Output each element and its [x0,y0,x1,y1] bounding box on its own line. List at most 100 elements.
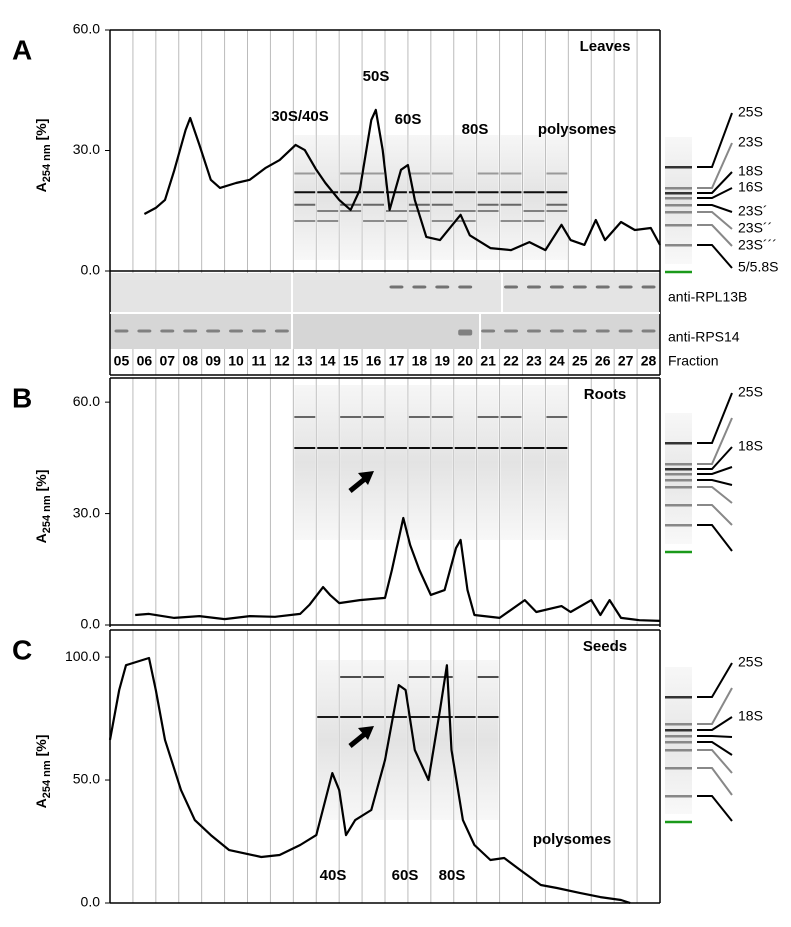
fraction-title: Fraction [668,353,719,369]
gel-band [523,447,545,449]
gel-band [408,172,430,175]
fraction-label: 13 [297,353,313,369]
blot-signal [549,329,564,333]
fraction-label: 27 [618,353,634,369]
gel-lane [363,385,384,540]
gel-lane [340,385,362,540]
gel-band [500,220,522,222]
marker-label: 18S [738,163,763,179]
blot-strip [110,273,660,312]
y-tick-label: 60.0 [73,21,100,37]
ladder-band [665,187,692,190]
blot-signal [183,329,198,333]
ladder-connector [697,392,733,444]
gel-band [317,447,339,449]
gel-band [408,716,430,718]
gel-lane [294,135,316,260]
blot-signal [206,329,221,333]
ladder-lane [665,667,692,814]
gel-lane [363,135,384,260]
blot-signal [458,285,473,289]
ladder-connector [697,741,733,756]
gel-band [500,172,522,175]
ladder-band [665,723,692,726]
gel-band [340,191,362,194]
marker-label: 18S [738,438,763,454]
fraction-label: 10 [228,353,244,369]
gel-band [363,416,384,418]
profile-line [143,108,661,252]
gel-band [340,172,362,175]
blot-signal [458,329,473,336]
gel-lane [317,385,339,540]
profile-line [135,516,661,622]
ladder-band [665,463,692,466]
gel-band [477,447,499,449]
ladder-connector [697,204,733,213]
ladder-connector [697,479,733,486]
gel-lane [546,135,568,260]
gel-band [386,447,407,449]
gel-lane [454,385,476,540]
ladder-connector [697,142,733,189]
y-tick-label: 0.0 [81,616,101,632]
gel-lane [386,385,407,540]
blot-label: anti-RPS14 [668,329,740,345]
gel-band [477,210,499,212]
gel-band [317,191,339,194]
gel-lane [546,385,568,540]
ladder-band [665,524,692,527]
marker-label: 23S´ [738,203,768,219]
gel-band [340,203,362,206]
gel-band [454,191,476,194]
gel-band [431,716,453,718]
ladder-band [665,192,692,195]
gel-band [454,220,476,222]
fraction-label: 22 [503,353,519,369]
gel-band [408,416,430,418]
fraction-label: 15 [343,353,359,369]
y-axis-label: A254 nm [%] [33,119,53,193]
gel-band [523,220,545,222]
gel-band [477,191,499,194]
gel-band [340,210,362,212]
gel-band [340,676,362,678]
gel-band [408,447,430,449]
fraction-label: 12 [274,353,290,369]
peak-label: 60S [395,111,422,128]
gel-lane [477,135,499,260]
peak-label: polysomes [538,121,616,138]
blot-signal [595,285,610,289]
gel-lane [340,135,362,260]
peak-label: 80S [439,867,466,884]
ladder-band [665,696,692,699]
marker-label: 5/5.8S [738,259,778,275]
fraction-label: 14 [320,353,336,369]
fraction-label: 24 [549,353,565,369]
gel-band [431,416,453,418]
gel-lane [317,660,339,820]
blot-signal [572,329,587,333]
gel-band [477,676,499,678]
gel-band [523,191,545,194]
gel-lane [386,660,407,820]
fraction-label: 05 [114,353,130,369]
arrow-head [358,471,374,485]
gel-band [431,172,453,175]
fraction-label: 07 [160,353,176,369]
ladder-connector [697,716,733,731]
marker-label: 25S [738,104,763,120]
y-tick-label: 30.0 [73,141,100,157]
gel-band [454,210,476,212]
gel-band [386,191,407,194]
ladder-connector [697,795,733,822]
gel-band [546,447,568,449]
y-tick-label: 30.0 [73,504,100,520]
gel-band [363,203,384,206]
marker-label: 25S [738,654,763,670]
blot-signal [160,329,175,333]
gel-band [500,416,522,418]
ladder-lane [665,413,692,544]
ladder-band [665,741,692,744]
